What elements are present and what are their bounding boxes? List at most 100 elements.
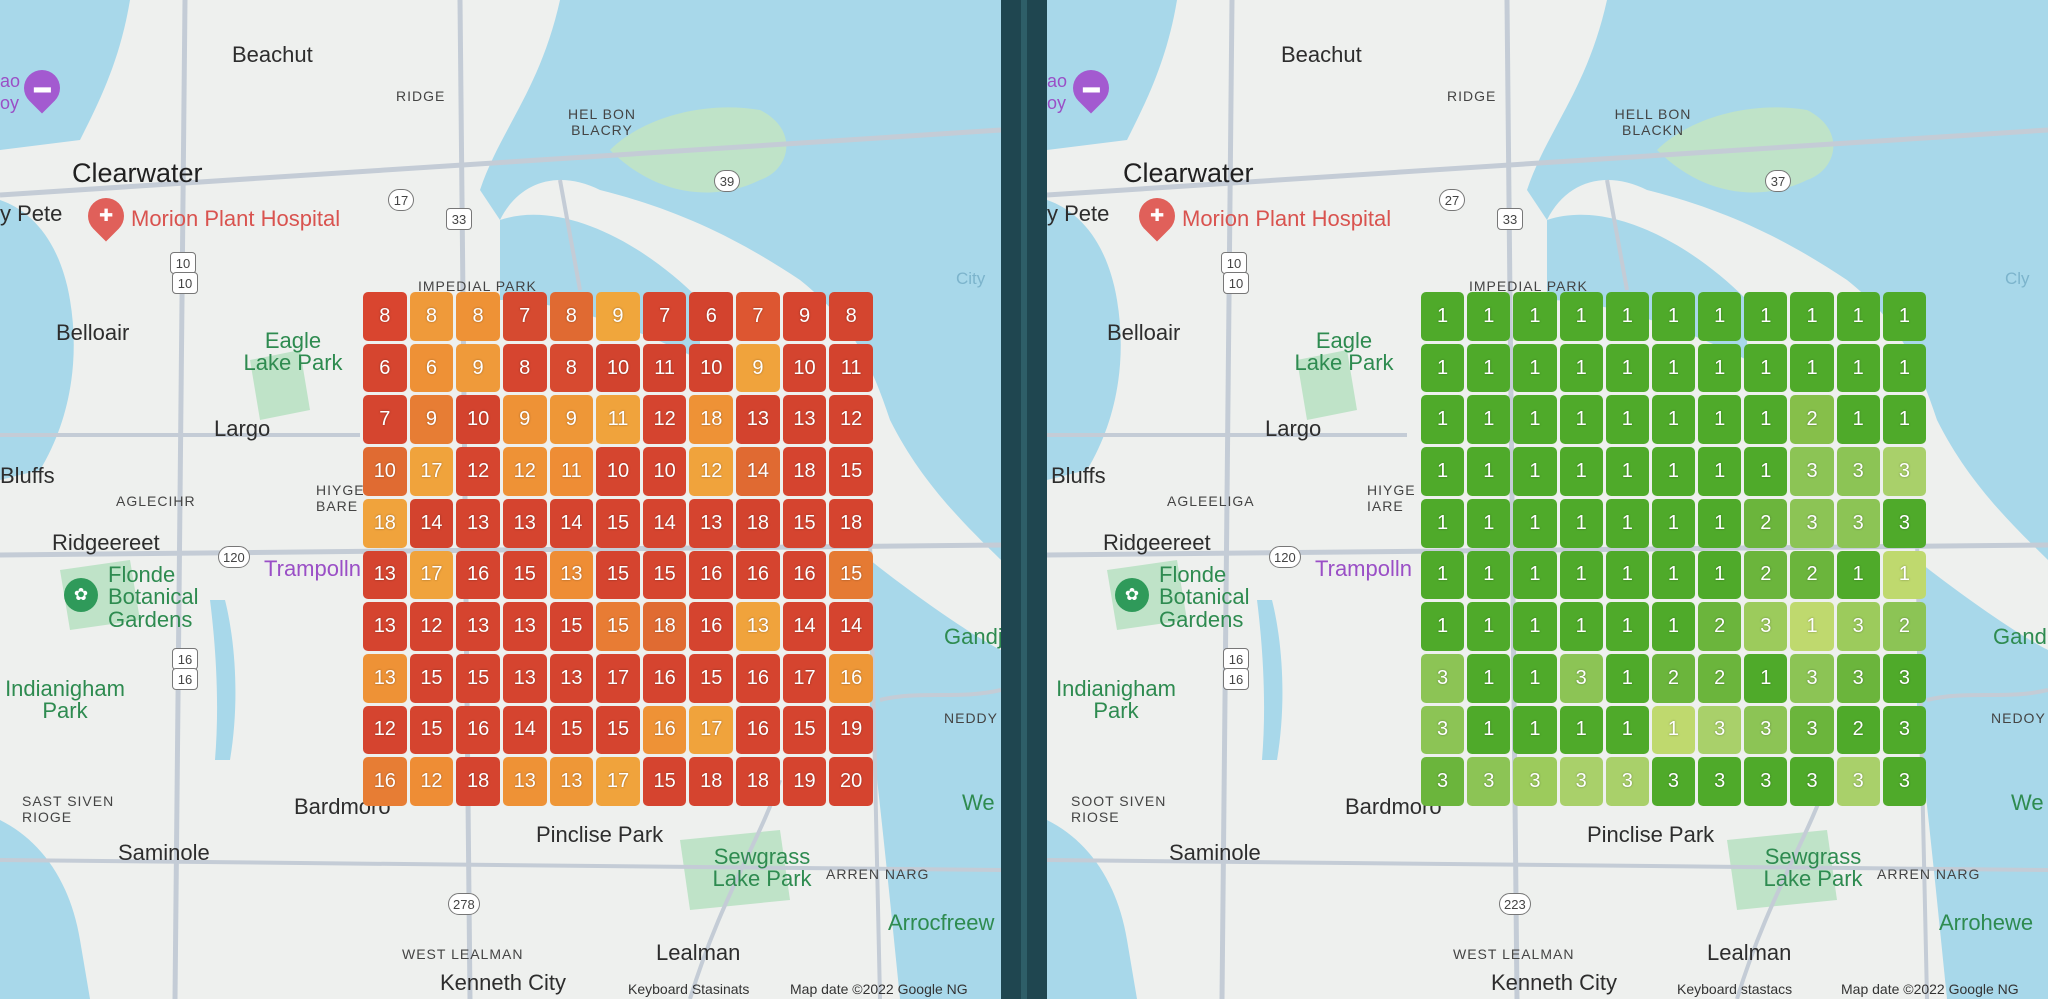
label-bluffs: Bluffs: [1051, 463, 1106, 488]
grid-cell-r9-c5: 3: [1651, 757, 1696, 806]
footer-keyboard[interactable]: Keyboard stastacs: [1677, 981, 1793, 997]
grid-cell-r9-c1: 12: [409, 757, 454, 806]
label-bardmoro: Bardmoro: [1345, 794, 1442, 819]
label-ridge: RIDGE: [396, 88, 446, 104]
grid-cell-r4-c0: 1: [1421, 498, 1465, 548]
grid-cell-r8-c2: 16: [456, 705, 500, 755]
grid-cell-r3-c10: 3: [1882, 447, 1926, 496]
label-gandj: Gandj: [944, 624, 1001, 649]
grid-cell-r4-c3: 13: [502, 498, 547, 548]
grid-cell-r6-c6: 18: [642, 602, 687, 651]
grid-cell-r1-c1: 6: [409, 343, 454, 393]
grid-cell-r3-c0: 1: [1421, 447, 1465, 496]
garden-pin-icon[interactable]: ✿: [1115, 578, 1149, 612]
grid-cell-r3-c10: 15: [829, 447, 873, 496]
label-beachut: Beachut: [232, 42, 313, 67]
grid-cell-r9-c8: 3: [1790, 757, 1834, 806]
label-flonde: Flonde Botanical Gardens: [108, 562, 199, 632]
grid-cell-r4-c5: 15: [596, 498, 640, 548]
grid-cell-r9-c2: 18: [456, 757, 500, 806]
label-hospital[interactable]: Morion Plant Hospital: [1182, 206, 1392, 231]
label-eagle: Eagle Lake Park: [243, 328, 343, 376]
grid-cell-r6-c1: 1: [1467, 602, 1511, 651]
grid-cell-r1-c3: 1: [1559, 343, 1603, 393]
grid-cell-r8-c1: 1: [1467, 705, 1511, 755]
grid-cell-r8-c7: 3: [1744, 705, 1788, 755]
grid-cell-r7-c1: 1: [1467, 653, 1511, 703]
grid-cell-r7-c6: 16: [642, 653, 687, 703]
garden-pin-icon[interactable]: ✿: [64, 578, 98, 612]
label-eagle: Eagle Lake Park: [1294, 328, 1394, 376]
grid-cell-r5-c9: 1: [1836, 550, 1880, 600]
grid-cell-r2-c5: 11: [596, 395, 640, 445]
grid-cell-r5-c4: 1: [1605, 550, 1649, 600]
route-shield-278: 278: [448, 893, 480, 915]
grid-cell-r5-c10: 1: [1882, 550, 1926, 600]
grid-cell-r5-c9: 16: [782, 550, 827, 600]
grid-cell-r2-c1: 1: [1467, 395, 1511, 445]
label-westlealman: WEST LEALMAN: [1453, 946, 1575, 962]
grid-cell-r8-c4: 15: [549, 705, 594, 755]
grid-cell-r2-c7: 1: [1744, 395, 1788, 445]
label-flonde: Flonde Botanical Gardens: [1159, 562, 1250, 632]
grid-cell-r0-c3: 7: [502, 292, 547, 341]
grid-cell-r4-c2: 1: [1513, 498, 1557, 548]
label-sast: SOOT SIVEN RIOSE: [1071, 793, 1167, 826]
grid-cell-r0-c10: 1: [1882, 292, 1926, 341]
map-panel-right[interactable]: Beachut RIDGE HELL BON BLACKN Clearwater…: [1047, 0, 2048, 999]
grid-cell-r7-c3: 3: [1559, 653, 1603, 703]
grid-cell-r8-c1: 15: [409, 705, 454, 755]
grid-cell-r8-c7: 17: [689, 705, 734, 755]
label-by: oy: [0, 93, 20, 113]
label-saminole: Saminole: [1169, 840, 1261, 865]
label-indianigham: Indianigham Park: [1056, 676, 1176, 724]
grid-cell-r6-c4: 1: [1605, 602, 1649, 651]
grid-cell-r3-c9: 3: [1836, 447, 1880, 496]
grid-cell-r4-c9: 3: [1836, 498, 1880, 548]
footer-mapdata: Map date ©2022 Google NG: [790, 981, 968, 997]
grid-cell-r7-c0: 13: [363, 653, 407, 703]
grid-cell-r1-c10: 11: [829, 343, 873, 393]
label-belloair: Belloair: [56, 320, 130, 345]
grid-cell-r1-c6: 1: [1698, 343, 1742, 393]
label-pete: y Pete: [0, 201, 63, 226]
grid-cell-r4-c1: 1: [1467, 498, 1511, 548]
label-ridgeereet: Ridgeereet: [52, 530, 160, 555]
grid-cell-r6-c2: 1: [1513, 602, 1557, 651]
grid-cell-r2-c2: 10: [456, 395, 500, 445]
route-shield-16: 16: [172, 648, 198, 670]
grid-cell-r7-c3: 13: [502, 653, 547, 703]
grid-cell-r0-c0: 8: [363, 292, 407, 341]
label-clearwater: Clearwater: [72, 158, 203, 188]
grid-cell-r2-c4: 1: [1605, 395, 1649, 445]
footer-keyboard[interactable]: Keyboard Stasinats: [628, 981, 750, 997]
grid-cell-r6-c0: 1: [1421, 602, 1465, 651]
grid-cell-r8-c2: 1: [1513, 705, 1557, 755]
route-shield-16b: 16: [172, 668, 198, 690]
grid-cell-r5-c0: 13: [363, 550, 407, 600]
label-hiygebare: HIYGE BARE: [316, 482, 365, 515]
grid-cell-r2-c8: 13: [736, 395, 780, 445]
grid-cell-r4-c3: 1: [1559, 498, 1603, 548]
grid-cell-r5-c5: 1: [1651, 550, 1696, 600]
label-arrennarg: ARREN NARG: [826, 866, 930, 882]
label-hospital[interactable]: Morion Plant Hospital: [131, 206, 341, 231]
grid-cell-r7-c5: 17: [596, 653, 640, 703]
grid-cell-r4-c10: 3: [1882, 498, 1926, 548]
label-largo: Largo: [214, 416, 271, 441]
grid-cell-r1-c6: 11: [642, 343, 687, 393]
grid-cell-r0-c9: 9: [782, 292, 827, 341]
grid-cell-r3-c8: 3: [1790, 447, 1834, 496]
map-panel-left[interactable]: Beachut RIDGE HEL BON BLACRY Clearwater …: [0, 0, 1001, 999]
grid-cell-r7-c1: 15: [409, 653, 454, 703]
grid-cell-r3-c9: 18: [782, 447, 827, 496]
grid-cell-r6-c6: 2: [1698, 602, 1742, 651]
grid-cell-r5-c4: 13: [549, 550, 594, 600]
grid-cell-r9-c0: 3: [1421, 757, 1465, 806]
grid-cell-r2-c9: 1: [1836, 395, 1880, 445]
grid-cell-r9-c3: 13: [502, 757, 547, 806]
grid-cell-r1-c8: 1: [1790, 343, 1834, 393]
grid-cell-r8-c6: 16: [642, 705, 687, 755]
grid-cell-r9-c3: 3: [1559, 757, 1603, 806]
grid-cell-r3-c1: 1: [1467, 447, 1511, 496]
